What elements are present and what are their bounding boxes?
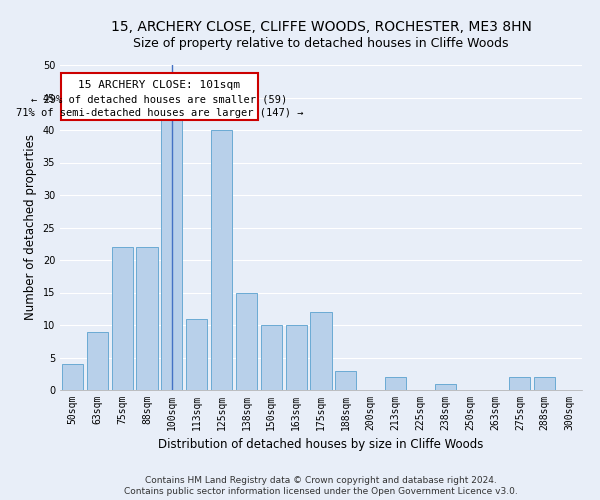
- Bar: [534, 377, 555, 390]
- Text: 15, ARCHERY CLOSE, CLIFFE WOODS, ROCHESTER, ME3 8HN: 15, ARCHERY CLOSE, CLIFFE WOODS, ROCHEST…: [110, 20, 532, 34]
- Bar: [186, 318, 207, 390]
- Bar: [509, 377, 530, 390]
- Bar: [161, 117, 182, 390]
- Bar: [211, 130, 232, 390]
- Bar: [286, 325, 307, 390]
- Bar: [335, 370, 356, 390]
- Bar: [87, 332, 108, 390]
- Text: 71% of semi-detached houses are larger (147) →: 71% of semi-detached houses are larger (…: [16, 108, 303, 118]
- Bar: [310, 312, 332, 390]
- Bar: [435, 384, 456, 390]
- Bar: [261, 325, 282, 390]
- Bar: [62, 364, 83, 390]
- Y-axis label: Number of detached properties: Number of detached properties: [24, 134, 37, 320]
- X-axis label: Distribution of detached houses by size in Cliffe Woods: Distribution of detached houses by size …: [158, 438, 484, 452]
- Text: Contains public sector information licensed under the Open Government Licence v3: Contains public sector information licen…: [124, 488, 518, 496]
- Text: ← 29% of detached houses are smaller (59): ← 29% of detached houses are smaller (59…: [31, 94, 287, 104]
- Text: 15 ARCHERY CLOSE: 101sqm: 15 ARCHERY CLOSE: 101sqm: [79, 80, 241, 90]
- Bar: [236, 292, 257, 390]
- FancyBboxPatch shape: [61, 74, 257, 120]
- Text: Size of property relative to detached houses in Cliffe Woods: Size of property relative to detached ho…: [133, 38, 509, 51]
- Text: Contains HM Land Registry data © Crown copyright and database right 2024.: Contains HM Land Registry data © Crown c…: [145, 476, 497, 485]
- Bar: [385, 377, 406, 390]
- Bar: [136, 247, 158, 390]
- Bar: [112, 247, 133, 390]
